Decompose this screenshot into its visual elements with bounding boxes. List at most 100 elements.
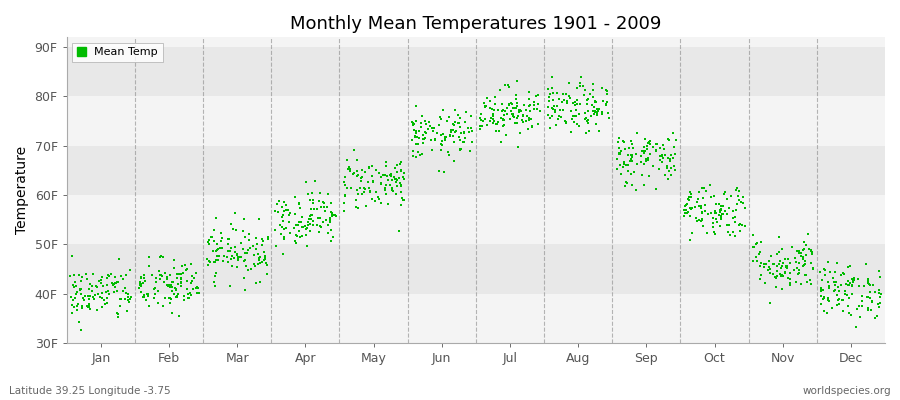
Point	[208, 283, 222, 290]
Point	[82, 296, 96, 302]
Point	[303, 228, 318, 234]
Point	[200, 256, 214, 262]
Point	[384, 171, 399, 177]
Point	[630, 160, 644, 167]
Point	[220, 241, 235, 248]
Point	[708, 210, 723, 217]
Point	[550, 90, 564, 96]
Point	[868, 289, 882, 296]
Point	[321, 222, 336, 228]
Point	[841, 303, 855, 309]
Point	[415, 112, 429, 119]
Point	[541, 86, 555, 92]
Point	[543, 124, 557, 131]
Point	[86, 296, 101, 302]
Point	[452, 120, 466, 126]
Point	[649, 147, 663, 153]
Point	[95, 274, 110, 280]
Point	[792, 250, 806, 256]
Point	[343, 166, 357, 173]
Point	[577, 92, 591, 98]
Point	[201, 239, 215, 246]
Point	[706, 224, 721, 230]
Point	[797, 261, 812, 268]
Point	[826, 274, 841, 281]
Point	[558, 118, 572, 124]
Point	[527, 102, 542, 108]
Point	[714, 214, 728, 221]
Point	[160, 282, 175, 288]
Point	[337, 178, 351, 185]
Point	[381, 177, 395, 184]
Point	[464, 148, 478, 154]
Point	[688, 215, 703, 221]
Point	[216, 253, 230, 259]
Point	[312, 215, 327, 221]
Point	[652, 153, 667, 160]
Point	[822, 279, 836, 285]
Point	[175, 283, 189, 289]
Point	[70, 301, 85, 308]
Point	[641, 154, 655, 161]
Point	[464, 113, 478, 119]
Point	[164, 296, 178, 302]
Point	[445, 129, 459, 135]
Point	[134, 274, 148, 280]
Point	[298, 179, 312, 185]
Point	[580, 96, 595, 102]
Point	[396, 197, 410, 203]
Point	[599, 88, 614, 94]
Point	[663, 152, 678, 158]
Point	[548, 107, 562, 114]
Point	[495, 107, 509, 113]
Point	[768, 274, 782, 280]
Point	[350, 173, 365, 179]
Point	[451, 112, 465, 118]
Point	[618, 146, 633, 152]
Point	[770, 284, 784, 290]
Point	[306, 218, 320, 224]
Point	[866, 282, 880, 289]
Point	[498, 112, 512, 118]
Point	[81, 304, 95, 310]
Point	[653, 144, 668, 151]
Point	[874, 291, 888, 297]
Point	[438, 137, 453, 144]
Point	[706, 214, 720, 221]
Point	[842, 295, 856, 301]
Point	[100, 274, 114, 281]
Point	[122, 298, 137, 305]
Point	[752, 276, 767, 282]
Point	[89, 283, 104, 290]
Point	[495, 122, 509, 129]
Point	[735, 222, 750, 228]
Point	[410, 134, 425, 140]
Point	[508, 104, 523, 111]
Point	[873, 274, 887, 280]
Point	[302, 196, 317, 203]
Point	[865, 298, 879, 304]
Point	[172, 271, 186, 278]
Point	[567, 113, 581, 120]
Point	[519, 107, 534, 114]
Point	[570, 96, 584, 103]
Point	[478, 116, 492, 122]
Point	[788, 255, 802, 262]
Point	[288, 238, 302, 244]
Point	[827, 278, 842, 285]
Point	[648, 141, 662, 147]
Point	[377, 185, 392, 192]
Point	[610, 155, 625, 162]
Point	[435, 142, 449, 148]
Point	[212, 257, 226, 263]
Point	[374, 180, 388, 186]
Point	[638, 136, 652, 142]
Point	[388, 175, 402, 182]
Point	[444, 128, 458, 134]
Point	[749, 241, 763, 247]
Point	[321, 191, 336, 197]
Point	[279, 201, 293, 208]
Point	[392, 228, 406, 234]
Point	[255, 236, 269, 242]
Point	[845, 282, 859, 288]
